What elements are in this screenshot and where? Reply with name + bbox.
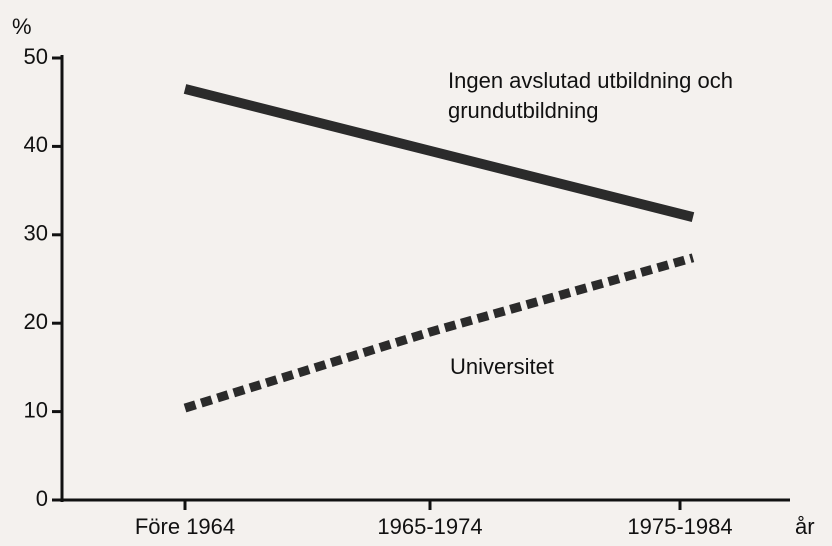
y-tick-label: 50	[24, 44, 48, 69]
y-tick-label: 0	[36, 486, 48, 511]
y-tick-label: 40	[24, 132, 48, 157]
series-label-text: Universitet	[450, 354, 554, 379]
y-axis-label: %	[12, 14, 32, 39]
y-tick-label: 30	[24, 221, 48, 246]
x-axis-label: år	[795, 514, 815, 539]
y-tick-label: 10	[24, 397, 48, 422]
x-tick-label: 1975-1984	[627, 514, 732, 539]
series-label: Ingen avslutad utbildning och grundutbil…	[448, 68, 733, 123]
series-label: Universitet	[450, 354, 554, 379]
series-label-text: Ingen avslutad utbildning och grundutbil…	[448, 68, 733, 123]
x-tick-label: 1965-1974	[377, 514, 482, 539]
line-series	[183, 253, 695, 413]
x-tick-label: Före 1964	[135, 514, 235, 539]
line-series	[183, 84, 695, 222]
y-tick-label: 20	[24, 309, 48, 334]
